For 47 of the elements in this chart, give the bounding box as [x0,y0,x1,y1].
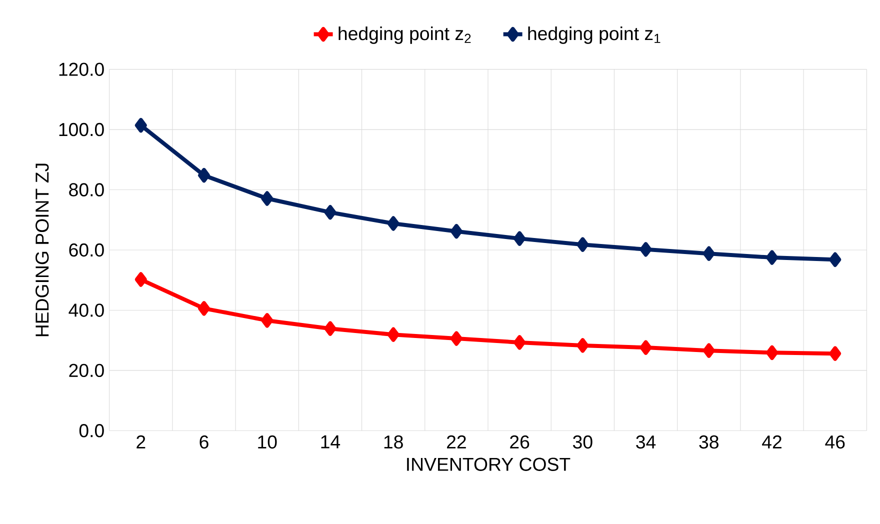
x-tick-label: 38 [699,435,718,449]
point [134,118,147,133]
point [198,168,210,183]
y-axis-title: HEDGING POINT ZJ [36,164,49,336]
point [766,345,778,360]
point [261,313,274,328]
x-tick-label: 14 [321,435,340,448]
point [450,331,462,346]
point [640,242,652,257]
point [198,301,210,316]
x-tick-label: 46 [825,435,845,449]
point [576,338,589,353]
point [134,272,147,287]
y-tick-label: 0.0 [79,424,104,438]
point [514,231,526,246]
point [387,327,400,342]
point [640,340,652,355]
legend-label: hedging point z$_{1}$ [528,26,660,44]
point [514,335,526,350]
point [324,205,336,220]
x-tick-label: 2 [136,435,146,448]
x-tick-label: 34 [636,435,656,449]
y-tick-label: 100.0 [59,122,104,136]
point [261,191,274,206]
point [829,252,842,267]
point [829,346,842,361]
y-tick-label: 80.0 [69,183,104,196]
point [450,224,462,239]
x-tick-label: 26 [510,435,530,449]
point [766,250,778,265]
point [576,237,589,252]
x-tick-label: 6 [200,435,208,449]
y-tick-label: 60.0 [69,243,104,257]
x-tick-label: 22 [447,435,466,448]
legend-label: hedging point z$_{2}$ [338,26,471,44]
point [387,216,400,231]
x-axis-title: INVENTORY COST [407,458,570,471]
point [702,246,715,261]
y-tick-label: 120.0 [59,62,104,76]
x-tick-label: 10 [258,435,277,449]
x-tick-label: 30 [573,435,592,449]
point [324,321,336,336]
point [702,343,715,358]
y-tick-label: 40.0 [68,304,104,317]
x-tick-label: 42 [762,435,782,448]
x-tick-label: 18 [384,435,403,449]
y-tick-label: 20.0 [69,364,104,378]
